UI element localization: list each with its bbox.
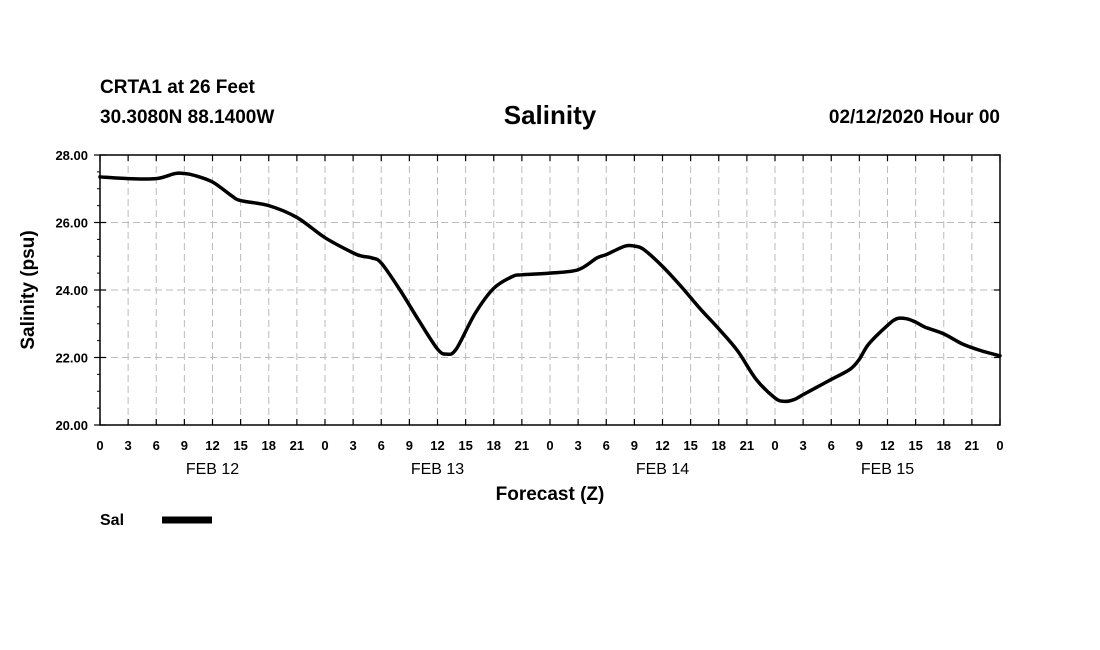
y-tick-label: 24.00 [55,283,88,298]
axis-ticks [94,154,1001,426]
x-tick-label: 12 [880,438,894,453]
x-tick-label: 18 [937,438,951,453]
y-tick-label: 20.00 [55,418,88,433]
x-tick-label: 0 [321,438,328,453]
x-tick-label: 6 [603,438,610,453]
y-tick-label: 26.00 [55,216,88,231]
x-tick-label: 3 [350,438,357,453]
x-tick-label: 3 [125,438,132,453]
y-tick-label: 28.00 [55,148,88,163]
x-tick-label: 0 [771,438,778,453]
x-tick-label: 12 [430,438,444,453]
x-tick-label: 15 [458,438,472,453]
x-tick-label: 0 [546,438,553,453]
station-label: CRTA1 at 26 Feet [100,77,255,98]
legend-label: Sal [100,512,124,529]
x-tick-label: 18 [262,438,276,453]
x-tick-label: 21 [965,438,979,453]
grid-lines [100,155,1000,425]
x-tick-label: 6 [153,438,160,453]
x-tick-label: 21 [290,438,304,453]
x-tick-label: 9 [181,438,188,453]
day-labels: FEB 12 FEB 13 FEB 14 FEB 15 [186,461,914,478]
x-axis-title: Forecast (Z) [496,484,605,505]
y-axis-title: Salinity (psu) [18,230,39,349]
plot-frame [99,154,1001,426]
day-label: FEB 14 [636,461,689,478]
x-tick-label: 12 [205,438,219,453]
x-tick-label: 9 [856,438,863,453]
x-tick-label: 12 [655,438,669,453]
x-tick-label: 21 [515,438,529,453]
series-line-sal [98,171,1002,404]
x-tick-label: 21 [740,438,754,453]
x-tick-label: 15 [908,438,922,453]
x-tick-label: 9 [406,438,413,453]
day-label: FEB 13 [411,461,464,478]
x-tick-label: 15 [683,438,697,453]
y-tick-labels: 20.00 22.00 24.00 26.00 28.00 [55,148,88,433]
x-tick-label: 3 [800,438,807,453]
day-label: FEB 12 [186,461,239,478]
day-label: FEB 15 [861,461,914,478]
coordinates-label: 30.3080N 88.1400W [100,107,275,128]
x-tick-label: 6 [378,438,385,453]
x-tick-label: 18 [712,438,726,453]
y-tick-label: 22.00 [55,351,88,366]
x-tick-label: 18 [487,438,501,453]
chart-title: Salinity [503,100,597,130]
x-tick-label: 9 [631,438,638,453]
x-tick-labels: 0 3 6 9 12 15 18 21 0 3 6 9 12 15 18 21 0 3 6 9 12 15 18 21 0 3 6 9… [96,438,1003,453]
x-tick-label: 0 [996,438,1003,453]
x-tick-label: 3 [575,438,582,453]
x-tick-label: 15 [233,438,247,453]
forecast-datetime: 02/12/2020 Hour 00 [828,107,1000,128]
x-tick-label: 6 [828,438,835,453]
x-tick-label: 0 [96,438,103,453]
